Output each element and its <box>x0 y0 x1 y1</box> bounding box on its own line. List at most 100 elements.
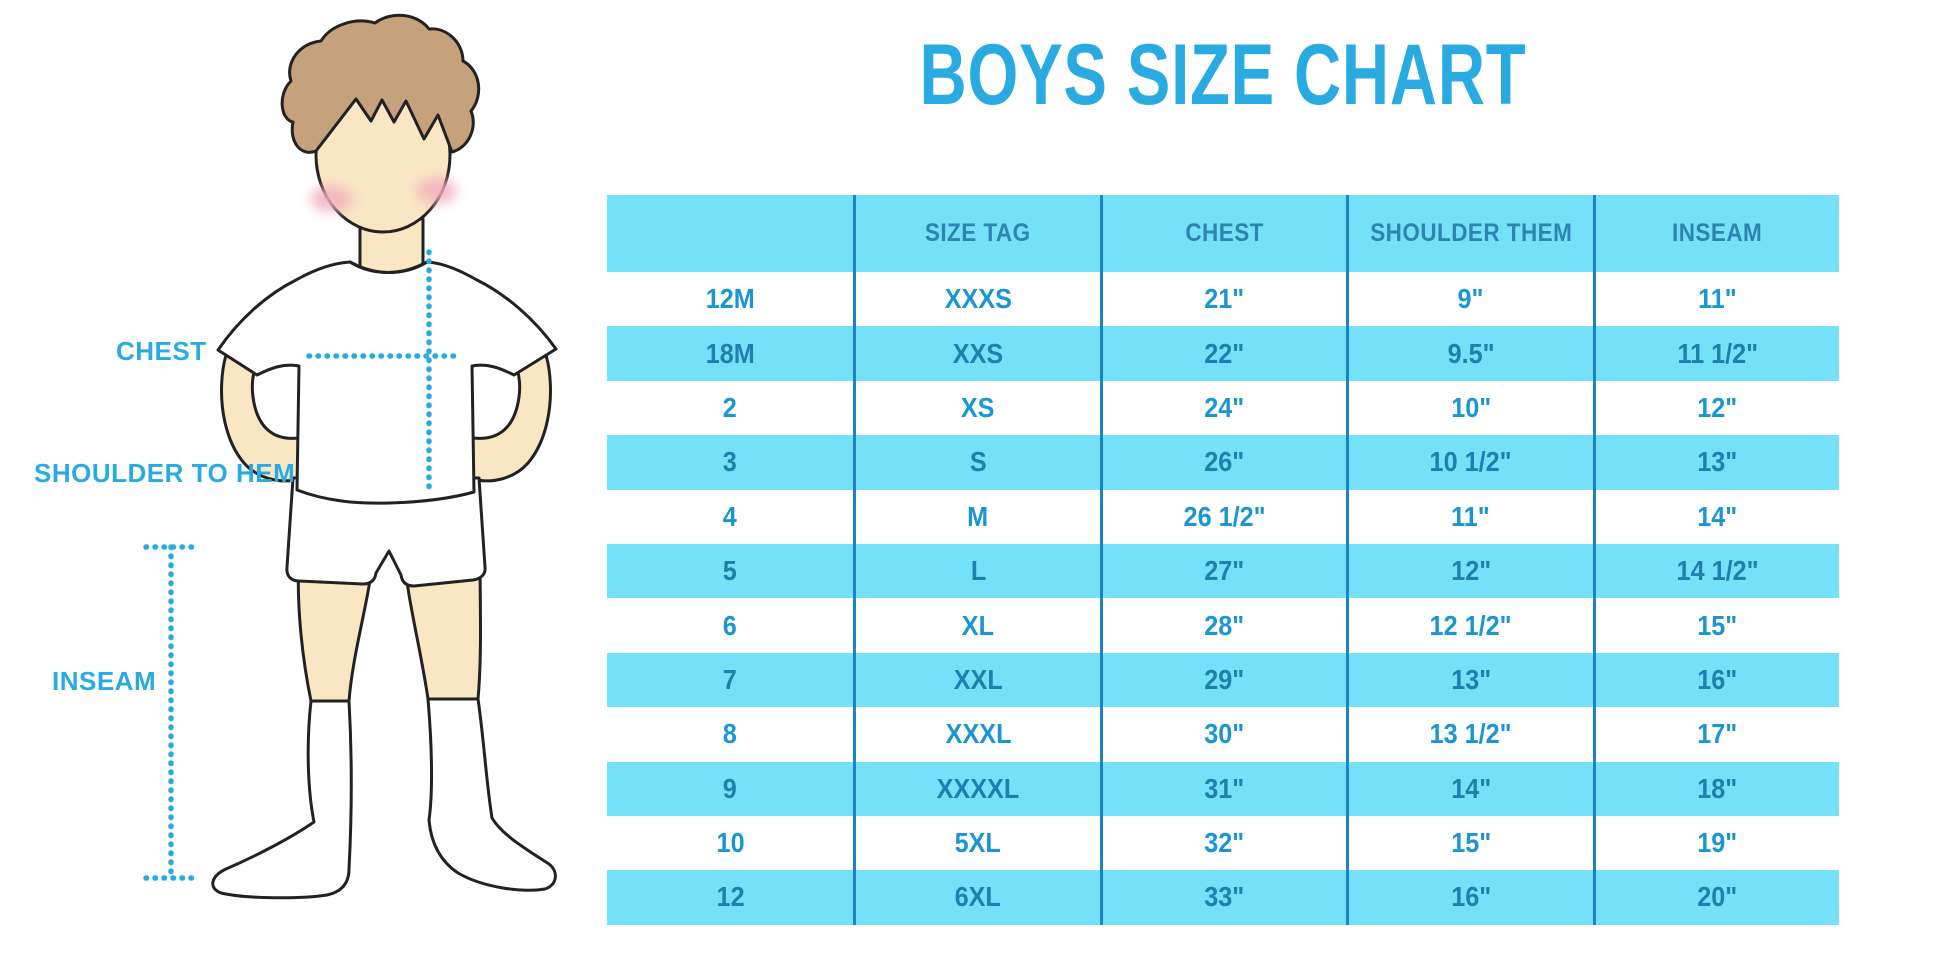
table-cell: 26" <box>1099 435 1347 490</box>
size-row-label: 2 <box>607 380 854 436</box>
table-cell-text: 28" <box>1204 609 1245 641</box>
table-cell: XXXXL <box>853 761 1100 816</box>
table-cell-text: 14" <box>1450 772 1491 804</box>
shorts <box>285 476 487 588</box>
size-row-label: 3 <box>607 435 854 490</box>
table-cell-text: XXXL <box>945 718 1011 750</box>
table-cell: S <box>853 435 1100 490</box>
size-row-label: 4 <box>607 489 854 544</box>
table-cell-text: XS <box>961 391 995 423</box>
table-cell: 30" <box>1099 707 1347 762</box>
table-cell-text: 12 1/2" <box>1429 609 1512 641</box>
size-row-label: 6 <box>607 598 854 653</box>
size-row-label-text: 12M <box>705 283 755 315</box>
table-cell: 10" <box>1346 380 1593 436</box>
table-cell: 15" <box>1592 598 1839 653</box>
size-row-label-text: 6 <box>723 609 738 641</box>
table-cell-text: 11" <box>1451 500 1491 532</box>
table-cell: 18" <box>1592 761 1839 816</box>
table-cell-text: L <box>970 555 986 587</box>
header-cell-text: SHOULDER THEM <box>1369 219 1572 247</box>
table-cell: 11" <box>1592 272 1839 327</box>
size-row-label: 12 <box>607 870 854 925</box>
table-cell: 9" <box>1346 272 1593 327</box>
table-cell-text: 30" <box>1204 718 1245 750</box>
table-cell: 14 1/2" <box>1592 543 1839 599</box>
size-row-label-text: 3 <box>723 446 738 478</box>
header-cell: SIZE TAG <box>853 195 1100 272</box>
header-cell: INSEAM <box>1592 195 1839 272</box>
table-cell: 24" <box>1099 380 1347 436</box>
table-cell: 15" <box>1346 815 1593 871</box>
size-row-label-text: 5 <box>723 555 738 587</box>
table-cell-text: 26" <box>1204 446 1245 478</box>
table-cell-text: 5XL <box>954 827 1002 859</box>
size-row-label: 8 <box>607 707 854 762</box>
size-row-label-text: 7 <box>723 663 738 695</box>
shoulder-to-hem-label: SHOULDER TO HEM <box>34 458 296 488</box>
size-row-label-text: 2 <box>723 391 738 423</box>
table-cell-text: 10" <box>1450 391 1491 423</box>
table-cell-text: 13" <box>1450 663 1491 695</box>
header-cell-text: INSEAM <box>1672 219 1763 247</box>
table-cell: 12" <box>1346 543 1593 599</box>
hair <box>280 13 481 154</box>
table-cell: 11" <box>1346 489 1593 544</box>
page-title: BOYS SIZE CHART <box>919 27 1527 123</box>
table-cell: 22" <box>1099 326 1347 381</box>
table-cell-text: 6XL <box>954 881 1002 913</box>
table-cell-text: 13" <box>1697 446 1738 478</box>
table-cell: 11 1/2" <box>1592 326 1839 381</box>
left-sock <box>211 699 353 900</box>
table-cell-text: 27" <box>1204 555 1245 587</box>
table-cell-text: 18" <box>1697 772 1738 804</box>
header-cell-empty <box>607 195 854 272</box>
table-cell-text: 11 1/2" <box>1676 337 1758 369</box>
table-cell: 13 1/2" <box>1346 707 1593 762</box>
right-sock <box>426 697 557 892</box>
table-cell: 26 1/2" <box>1099 489 1347 544</box>
table-cell: 12 1/2" <box>1346 598 1593 653</box>
inseam-label: INSEAM <box>52 666 157 696</box>
table-cell: 9.5" <box>1346 326 1593 381</box>
header-cell-text: SIZE TAG <box>925 219 1031 247</box>
table-cell: XXXL <box>853 707 1100 762</box>
table-cell: 33" <box>1099 870 1347 925</box>
boy-illustration <box>143 13 558 900</box>
chest-label: CHEST <box>116 336 207 366</box>
table-cell: 16" <box>1346 870 1593 925</box>
table-cell-text: 11" <box>1697 283 1737 315</box>
table-cell: 13" <box>1346 652 1593 708</box>
table-cell-text: 14 1/2" <box>1676 555 1759 587</box>
table-cell: 5XL <box>853 815 1100 871</box>
table-cell-text: 16" <box>1697 663 1738 695</box>
table-cell-text: 31" <box>1204 772 1245 804</box>
table-cell: 13" <box>1592 435 1839 490</box>
header-cell-text: CHEST <box>1185 219 1264 247</box>
table-cell: M <box>853 489 1100 544</box>
size-row-label: 5 <box>607 543 854 599</box>
table-cell-text: 14" <box>1697 500 1738 532</box>
table-cell-text: XXXXL <box>936 772 1020 804</box>
table-cell-text: 20" <box>1697 881 1738 913</box>
table-cell: 31" <box>1099 761 1347 816</box>
table-cell-text: 15" <box>1450 827 1491 859</box>
table-cell: 17" <box>1592 707 1839 762</box>
cheek-blush <box>310 178 457 212</box>
table-cell-text: 12" <box>1450 555 1491 587</box>
measurement-lines <box>143 249 464 881</box>
table-cell-text: 15" <box>1697 609 1738 641</box>
table-cell: 20" <box>1592 870 1839 925</box>
table-cell: 12" <box>1592 380 1839 436</box>
table-cell-text: M <box>967 500 989 532</box>
table-cell: 29" <box>1099 652 1347 708</box>
size-row-label: 12M <box>607 272 854 327</box>
table-cell: XXXS <box>853 272 1100 327</box>
table-cell: 6XL <box>853 870 1100 925</box>
table-cell-text: 13 1/2" <box>1429 718 1512 750</box>
size-row-label-text: 9 <box>723 772 738 804</box>
table-cell: XXL <box>853 652 1100 708</box>
size-row-label: 10 <box>607 815 854 871</box>
table-cell: XXS <box>853 326 1100 381</box>
